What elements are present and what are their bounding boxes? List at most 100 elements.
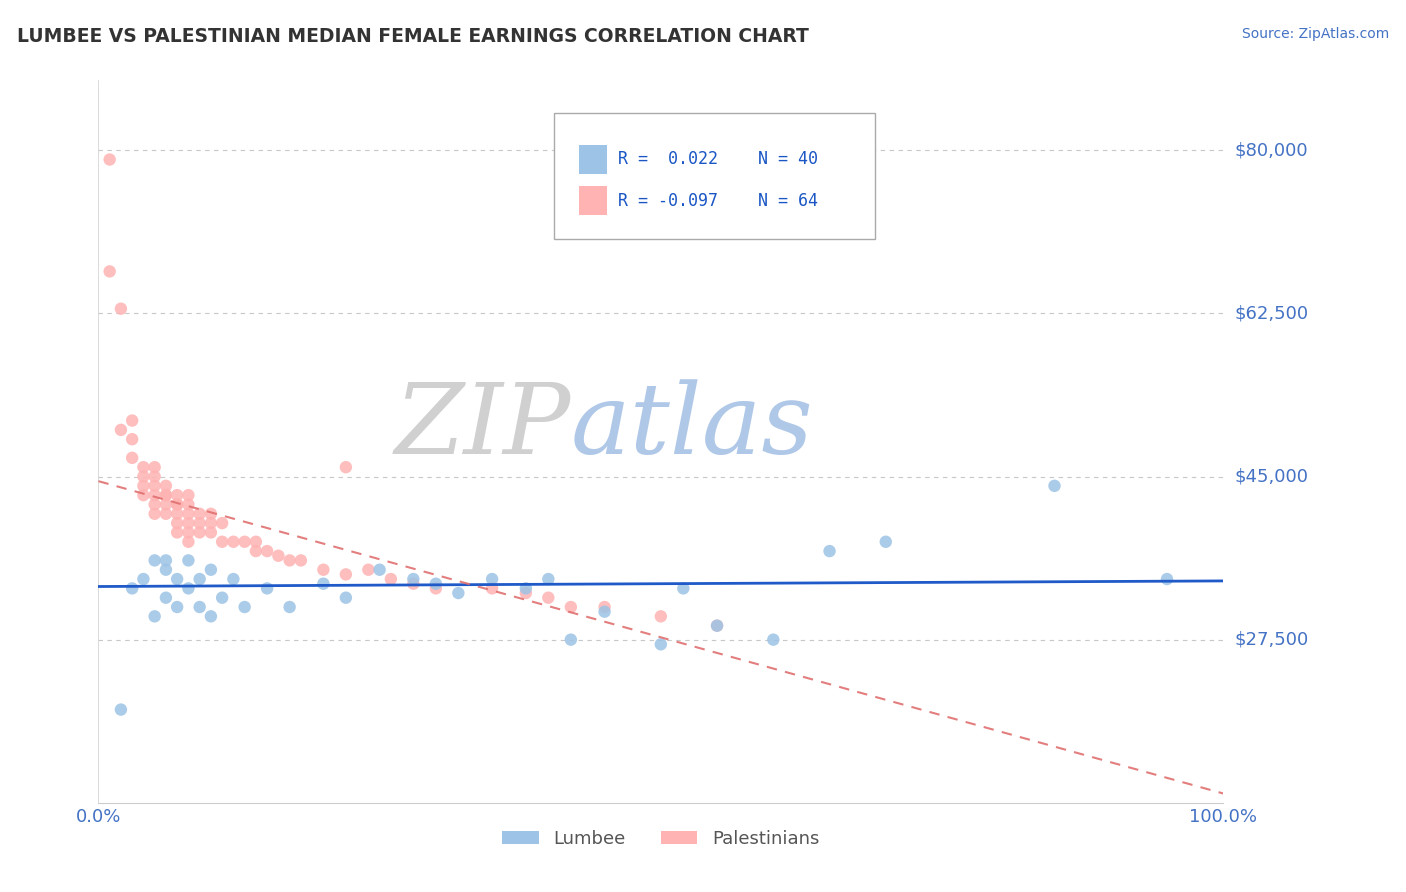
Point [155,591,177,605]
Point [425,576,447,591]
FancyBboxPatch shape [554,112,875,239]
Point [200,507,222,521]
Point [515,582,537,596]
Point [188,525,211,540]
Point [132,469,155,483]
Text: R =  0.022    N = 40: R = 0.022 N = 40 [619,150,818,169]
Point [177,516,200,530]
Point [650,609,672,624]
Text: LUMBEE VS PALESTINIAN MEDIAN FEMALE EARNINGS CORRELATION CHART: LUMBEE VS PALESTINIAN MEDIAN FEMALE EARN… [17,27,808,45]
Point [143,488,166,502]
Point [166,498,188,512]
Point [132,460,155,475]
Point [177,525,200,540]
Point [110,423,132,437]
Point [177,498,200,512]
Point [233,534,256,549]
FancyBboxPatch shape [579,145,607,174]
Point [380,572,402,586]
Point [222,572,245,586]
Point [166,600,188,615]
Point [233,600,256,615]
Point [368,563,391,577]
Point [188,600,211,615]
Text: $62,500: $62,500 [1234,304,1309,322]
Point [132,572,155,586]
Point [166,488,188,502]
Point [481,572,503,586]
Point [143,469,166,483]
Point [245,534,267,549]
Point [290,553,312,567]
Point [312,563,335,577]
Point [132,488,155,502]
Legend: Lumbee, Palestinians: Lumbee, Palestinians [495,822,827,855]
Point [155,563,177,577]
Point [335,460,357,475]
Point [177,488,200,502]
Point [132,479,155,493]
Text: $45,000: $45,000 [1234,467,1309,485]
Point [222,534,245,549]
Point [211,591,233,605]
Point [278,553,301,567]
Point [143,507,166,521]
Point [188,507,211,521]
Point [593,600,616,615]
Text: $80,000: $80,000 [1234,141,1308,159]
Point [335,591,357,605]
Point [211,534,233,549]
Point [155,479,177,493]
Text: ZIP: ZIP [395,379,571,475]
Point [278,600,301,615]
Point [155,498,177,512]
Point [177,582,200,596]
Point [98,264,121,278]
Point [166,516,188,530]
Point [447,586,470,600]
Point [650,637,672,651]
Point [143,460,166,475]
Point [143,479,166,493]
Point [706,618,728,632]
Point [245,544,267,558]
Text: $27,500: $27,500 [1234,631,1309,648]
Point [177,507,200,521]
Point [143,498,166,512]
Point [560,632,582,647]
Point [200,516,222,530]
Point [537,591,560,605]
Point [177,534,200,549]
Point [166,572,188,586]
Point [762,632,785,647]
Point [200,525,222,540]
Point [312,576,335,591]
Point [537,572,560,586]
Point [335,567,357,582]
Point [200,563,222,577]
Point [256,582,278,596]
FancyBboxPatch shape [579,186,607,215]
Point [166,507,188,521]
Point [177,553,200,567]
Text: Source: ZipAtlas.com: Source: ZipAtlas.com [1241,27,1389,41]
Point [402,572,425,586]
Point [706,618,728,632]
Point [672,582,695,596]
Point [121,413,143,427]
Point [875,534,897,549]
Point [166,498,188,512]
Point [188,516,211,530]
Point [1156,572,1178,586]
Point [200,609,222,624]
Text: R = -0.097    N = 64: R = -0.097 N = 64 [619,192,818,210]
Point [155,507,177,521]
Point [143,609,166,624]
Point [593,605,616,619]
Point [256,544,278,558]
Point [155,488,177,502]
Point [155,488,177,502]
Point [357,563,380,577]
Point [211,516,233,530]
Point [818,544,841,558]
